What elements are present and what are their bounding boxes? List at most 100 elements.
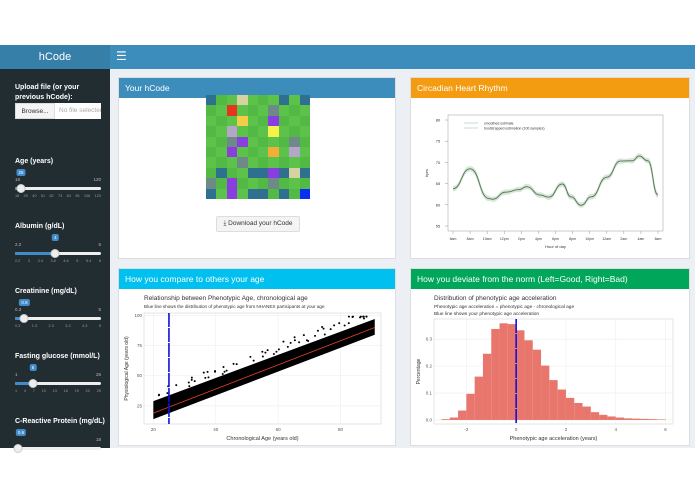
- x-tick-label: 12am: [602, 237, 611, 241]
- hcode-cell: [216, 126, 227, 137]
- hamburger-icon[interactable]: ☰: [116, 49, 127, 63]
- slider-track[interactable]: [15, 187, 101, 190]
- x-axis-label: Hour of day: [545, 244, 566, 249]
- data-point: [252, 359, 255, 362]
- hcode-cell: [289, 95, 300, 106]
- slider-ticks: 18 29 40 51 62 73 84 95 106 120: [15, 194, 101, 198]
- slider-tick: 4: [23, 389, 27, 393]
- hcode-cell: [206, 126, 217, 137]
- slider-handle[interactable]: [19, 314, 29, 323]
- histogram-bar: [449, 417, 459, 420]
- x-tick-label: 6: [664, 427, 667, 432]
- file-input[interactable]: Browse... No file selected: [15, 103, 101, 119]
- hcode-cell: [278, 178, 290, 189]
- hcode-cell: [237, 167, 248, 179]
- slider-tick: 4.3: [82, 324, 88, 328]
- slider-handle[interactable]: [50, 249, 60, 258]
- slider-tick: 7: [32, 389, 35, 393]
- slider-min: 1: [15, 372, 18, 377]
- hcode-cell: [247, 167, 258, 179]
- hcode-cell: [237, 146, 248, 158]
- download-button[interactable]: ⤓ Download your hCode: [216, 216, 300, 232]
- x-tick-label: 6pm: [552, 237, 559, 241]
- slider-tick: 22: [85, 389, 90, 393]
- data-point: [343, 324, 346, 327]
- data-point: [202, 371, 205, 374]
- hcode-cell: [299, 105, 310, 116]
- hcode-cell: [226, 126, 238, 137]
- hcode-cell: [299, 188, 310, 199]
- y-axis-label: Physiological Age (years old): [124, 336, 130, 401]
- data-point: [316, 329, 319, 332]
- hcode-cell: [299, 146, 310, 158]
- box-header: How you compare to others your age: [119, 269, 395, 289]
- hcode-cell: [247, 188, 258, 199]
- hcode-cell: [226, 167, 238, 179]
- histogram-bar: [541, 365, 550, 420]
- slider-tick: 10: [41, 389, 46, 393]
- x-tick-label: 2pm: [518, 237, 525, 241]
- hcode-cell: [257, 115, 269, 127]
- slider-tick: 25: [96, 389, 101, 393]
- hcode-cell: [206, 178, 217, 189]
- data-point: [302, 334, 305, 337]
- slider-handle[interactable]: [16, 184, 26, 193]
- histogram-bar: [599, 414, 608, 420]
- file-name-field[interactable]: No file selected: [55, 103, 101, 119]
- slider-label: Albumin (g/dL): [15, 223, 65, 230]
- hcode-cell: [278, 157, 290, 168]
- histogram-bar: [557, 389, 566, 420]
- main-content: Your hCode ⤓ Download your hCode Circadi…: [110, 69, 695, 448]
- slider-value: 0.8: [19, 299, 30, 306]
- x-tick-label: 12pm: [500, 237, 509, 241]
- histogram-bar: [640, 418, 649, 420]
- hcode-box: Your hCode ⤓ Download your hCode: [118, 77, 396, 259]
- x-tick-label: 40: [213, 427, 219, 432]
- hcode-cell: [299, 136, 310, 147]
- slider[interactable]: 1 25 6 1 4 7 10 13 16 19 22 25: [15, 364, 101, 396]
- data-point: [225, 369, 228, 372]
- slider-track[interactable]: [15, 447, 101, 450]
- slider-max: 5: [98, 307, 101, 312]
- data-point: [207, 376, 210, 379]
- x-tick-label: 20: [151, 427, 157, 432]
- histogram-bar: [565, 397, 575, 420]
- slider-handle[interactable]: [28, 379, 38, 388]
- y-tick-label: 55: [436, 224, 441, 229]
- hcode-cell: [216, 167, 227, 179]
- slider[interactable]: 2.2 6 4 2.2 3 3.4 3.8 4.6 5 5.4 6: [15, 234, 101, 266]
- slider-tick: 16: [63, 389, 68, 393]
- plot-frame: [433, 318, 674, 425]
- bootstrap-line: [452, 155, 659, 208]
- hcode-cell: [237, 126, 248, 137]
- slider-track[interactable]: [15, 382, 101, 385]
- data-point: [277, 348, 280, 351]
- slider-tick: 73: [58, 194, 63, 198]
- histogram-bar: [624, 418, 633, 420]
- slider-handle[interactable]: [13, 444, 23, 453]
- hcode-cell: [206, 146, 217, 158]
- slider-track[interactable]: [15, 317, 101, 320]
- hcode-cell: [216, 157, 227, 168]
- hcode-cell: [247, 146, 258, 158]
- slider-max: 18: [95, 437, 101, 442]
- slider[interactable]: 18 120 25 18 29 40 51 62 73 84 95 106 120: [15, 169, 101, 201]
- browse-button[interactable]: Browse...: [15, 103, 55, 119]
- histogram-bar: [524, 340, 533, 420]
- data-point: [232, 362, 235, 365]
- hcode-cell: [247, 115, 258, 127]
- slider-max: 6: [98, 242, 101, 247]
- hcode-cell: [247, 178, 258, 189]
- x-tick-label: 0: [515, 427, 518, 432]
- slider[interactable]: 18 0.6: [13, 429, 101, 461]
- data-point: [338, 322, 341, 325]
- hcode-cell: [268, 126, 279, 137]
- hcode-cell: [268, 105, 279, 116]
- app-logo[interactable]: hCode: [0, 45, 110, 69]
- slider[interactable]: 0.3 5 0.8 0.3 1.3 2.3 3.3 4.3 5: [15, 299, 101, 331]
- data-point: [223, 370, 226, 373]
- hcode-cell: [289, 105, 300, 116]
- data-point: [264, 351, 267, 354]
- data-point: [190, 378, 193, 381]
- sidebar: Upload file (or your previous hCode): Br…: [0, 69, 110, 453]
